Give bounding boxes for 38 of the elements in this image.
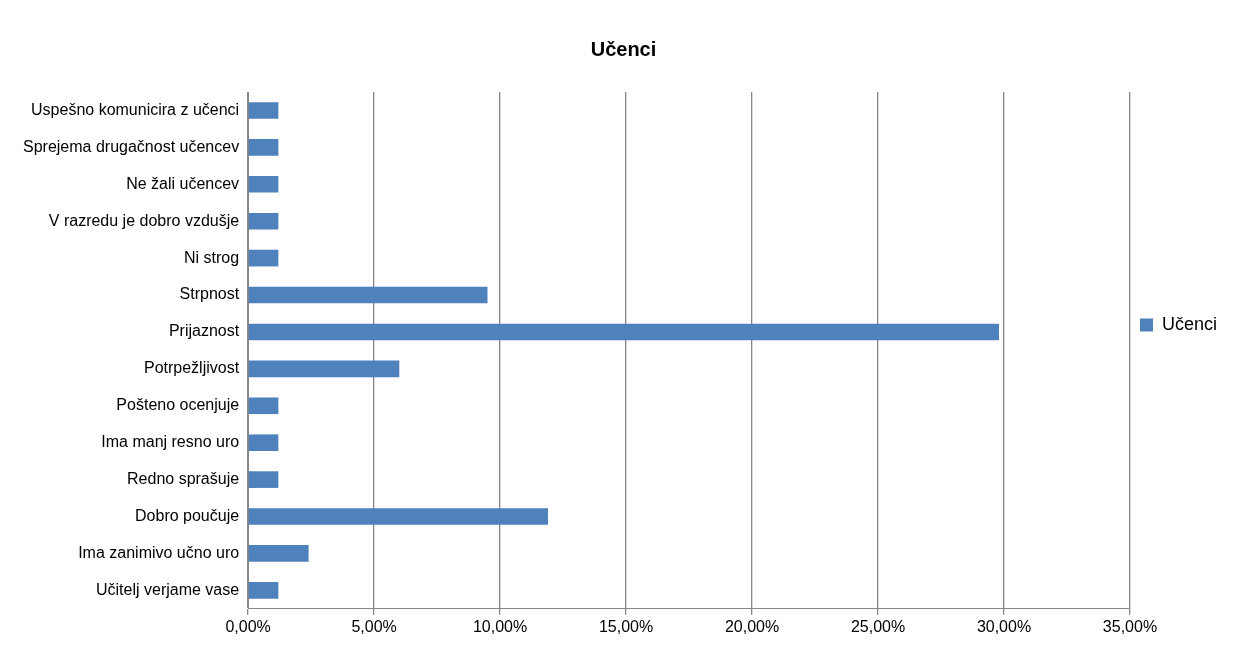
y-tick-label: Dobro poučuje <box>135 506 240 524</box>
x-tick-label: 5,00% <box>351 617 397 635</box>
y-tick-label: Učitelj verjame vase <box>95 580 240 598</box>
bar <box>248 175 279 193</box>
y-tick-label: V razredu je dobro vzdušje <box>48 211 240 229</box>
y-tick-label: Redno sprašuje <box>127 470 240 488</box>
chart-title: Učenci <box>590 37 657 60</box>
y-tick-label: Prijaznost <box>168 322 240 340</box>
x-tick-label: 30,00% <box>976 617 1032 635</box>
legend-label: Učenci <box>1161 313 1218 334</box>
x-tick-label: 15,00% <box>598 617 654 635</box>
x-tick-label: 0,00% <box>225 617 271 635</box>
y-tick-label: Uspešno komunicira z učenci <box>31 100 240 118</box>
bar <box>248 545 309 562</box>
y-tick-label: Potrpežljivost <box>143 359 240 377</box>
bar <box>248 434 279 451</box>
y-tick-label: Pošteno ocenjuje <box>116 396 240 414</box>
bar <box>248 360 400 378</box>
bar <box>248 323 999 341</box>
bar <box>248 397 279 415</box>
x-tick-label: 10,00% <box>472 617 528 635</box>
y-tick-label: Strpnost <box>179 285 240 303</box>
bar <box>248 471 279 488</box>
x-tick-label: 20,00% <box>724 617 780 635</box>
y-tick-label: Ne žali učencev <box>126 174 240 192</box>
bar <box>248 249 279 267</box>
bar <box>248 212 279 230</box>
bar <box>248 102 279 119</box>
y-tick-label: Ima manj resno uro <box>101 433 240 451</box>
bar <box>248 139 279 156</box>
x-tick-label: 35,00% <box>1102 617 1158 635</box>
bar <box>248 286 488 304</box>
y-tick-label: Sprejema drugačnost učencev <box>23 137 240 155</box>
bar <box>248 508 548 525</box>
x-tick-label: 25,00% <box>850 617 906 635</box>
bar <box>248 582 279 599</box>
y-tick-label: Ima zanimivo učno uro <box>78 543 240 561</box>
y-tick-label: Ni strog <box>184 248 240 266</box>
